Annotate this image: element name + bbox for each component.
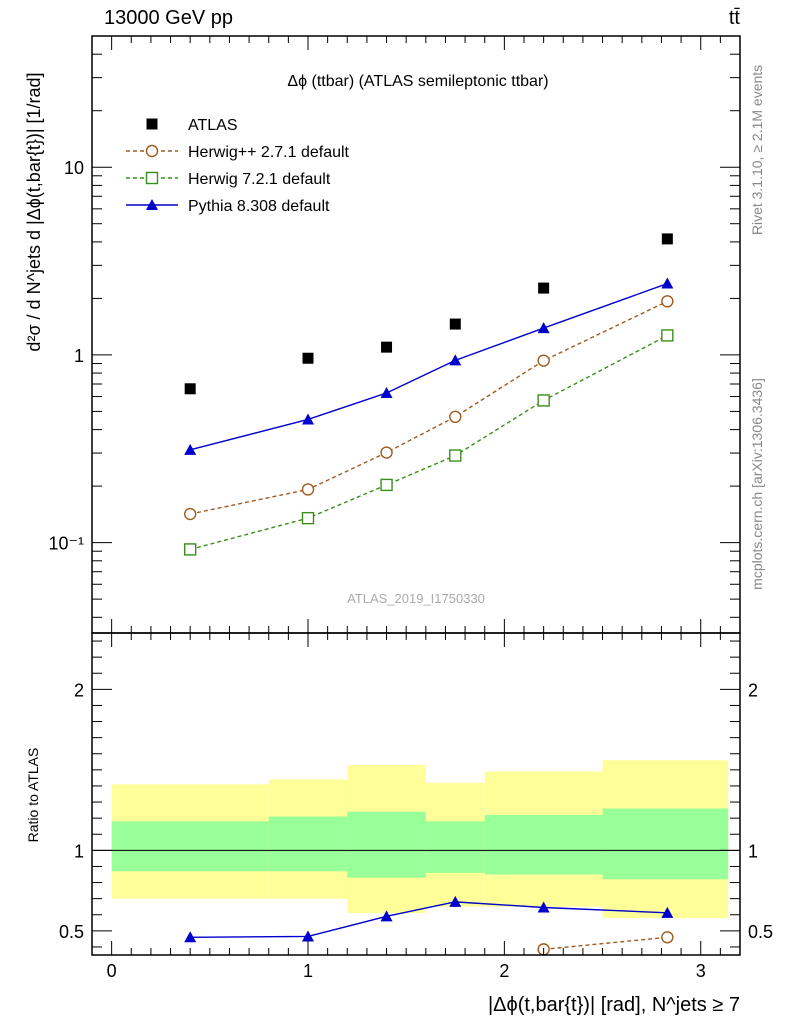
ratio-y-tick-label-right: 0.5: [748, 922, 773, 942]
x-tick-label: 1: [303, 961, 313, 981]
ratio-point: [537, 901, 550, 913]
data-point: [661, 233, 673, 245]
legend-label: Herwig 7.2.1 default: [188, 171, 331, 188]
data-point: [537, 322, 550, 334]
ratio-series-herwig-2-7-1-default: [537, 931, 674, 956]
data-point: [301, 483, 315, 496]
data-point: [537, 394, 550, 407]
ratio-point: [184, 931, 197, 943]
ratio-y-tick-label: 1: [74, 841, 84, 861]
data-point: [301, 511, 315, 525]
axes-layer: 0 1 2 3 10⁻¹ 1 10 0.5 0.5 1 1 2 2: [48, 35, 773, 981]
legend-label: ATLAS: [188, 117, 238, 134]
ratio-point: [380, 910, 393, 922]
ratio-point: [661, 931, 674, 944]
green-band-bin: [425, 821, 485, 873]
main-series-layer: [183, 233, 674, 556]
green-band-bin: [347, 811, 426, 878]
data-point: [538, 282, 550, 294]
series-atlas: [184, 233, 673, 395]
data-point: [380, 446, 393, 459]
data-point: [537, 354, 550, 367]
ratio-band-green: [111, 808, 729, 880]
data-point: [302, 352, 314, 364]
data-point: [184, 383, 196, 395]
legend-marker: [146, 118, 158, 130]
legend-entry: Pythia 8.308 default: [126, 198, 330, 215]
main-title: Δϕ (ttbar) (ATLAS semileptonic ttbar): [287, 73, 548, 90]
data-point: [661, 277, 674, 289]
legend-entry: ATLAS: [146, 117, 238, 134]
series-pythia-8-308-default: [184, 277, 674, 455]
ratio-y-tick-label: 0.5: [59, 922, 84, 942]
data-point: [380, 478, 393, 492]
header-process: tt̄: [729, 7, 741, 29]
ratio-point: [661, 906, 674, 918]
legend-marker: [145, 171, 159, 185]
mcplots-label: mcplots.cern.ch [arXiv:1306.3436]: [749, 378, 765, 590]
green-band-bin: [268, 816, 348, 872]
data-point: [184, 443, 197, 455]
ratio-series-pythia-8-308-default: [184, 895, 674, 943]
green-band-bin: [484, 814, 603, 875]
series-line: [190, 334, 668, 551]
legend: ATLAS Herwig++ 2.7.1 default Herwig 7.2.1 …: [126, 117, 350, 215]
x-tick-label: 0: [107, 961, 117, 981]
ratio-y-tick-label-right: 2: [748, 680, 758, 700]
legend-marker: [145, 144, 159, 158]
watermark: ATLAS_2019_I1750330: [347, 591, 485, 606]
ratio-point: [302, 930, 314, 942]
ratio-line: [543, 936, 668, 951]
y-tick-label: 10⁻¹: [48, 534, 84, 554]
data-point: [661, 329, 674, 342]
data-point: [661, 295, 674, 308]
x-tick-label: 2: [499, 961, 509, 981]
green-band-bin: [602, 808, 729, 880]
green-band-bin: [111, 821, 269, 872]
data-point: [380, 386, 393, 398]
series-herwig-2-7-1-default: [183, 295, 674, 521]
header-energy: 13000 GeV pp: [104, 7, 233, 29]
ratio-y-tick-label-right: 1: [748, 841, 758, 861]
data-point: [449, 354, 462, 366]
x-tick-label: 3: [696, 961, 706, 981]
ratio-point: [449, 895, 462, 907]
legend-marker: [146, 199, 158, 210]
ratio-y-tick-label: 2: [74, 680, 84, 700]
data-point: [183, 543, 197, 556]
data-point: [183, 507, 197, 521]
series-line: [190, 300, 668, 515]
legend-entry: Herwig 7.2.1 default: [126, 171, 331, 188]
x-axis-label: |Δϕ(t,bar{t})| [rad], N^jets ≥ 7: [488, 994, 740, 1016]
rivet-label: Rivet 3.1.10, ≥ 2.1M events: [749, 65, 765, 235]
y-tick-label: 1: [74, 346, 84, 366]
legend-entry: Herwig++ 2.7.1 default: [126, 144, 350, 161]
data-point: [381, 341, 393, 353]
series-herwig-7-2-1-default: [183, 329, 674, 556]
legend-label: Pythia 8.308 default: [188, 198, 330, 215]
data-point: [449, 318, 461, 330]
series-line: [190, 282, 668, 451]
ratio-frame: [91, 632, 741, 956]
ratio-y-axis-label: Ratio to ATLAS: [25, 748, 41, 843]
main-y-axis-label: d²σ / d N^jets d |Δϕ(t,bar{t})| [1/rad]: [24, 72, 44, 351]
legend-label: Herwig++ 2.7.1 default: [188, 144, 350, 161]
data-point: [449, 410, 462, 424]
data-point: [302, 413, 314, 425]
ratio-line: [190, 901, 668, 938]
data-point: [449, 449, 462, 462]
y-tick-label: 10: [64, 158, 84, 178]
ratio-series-layer: [92, 849, 740, 956]
